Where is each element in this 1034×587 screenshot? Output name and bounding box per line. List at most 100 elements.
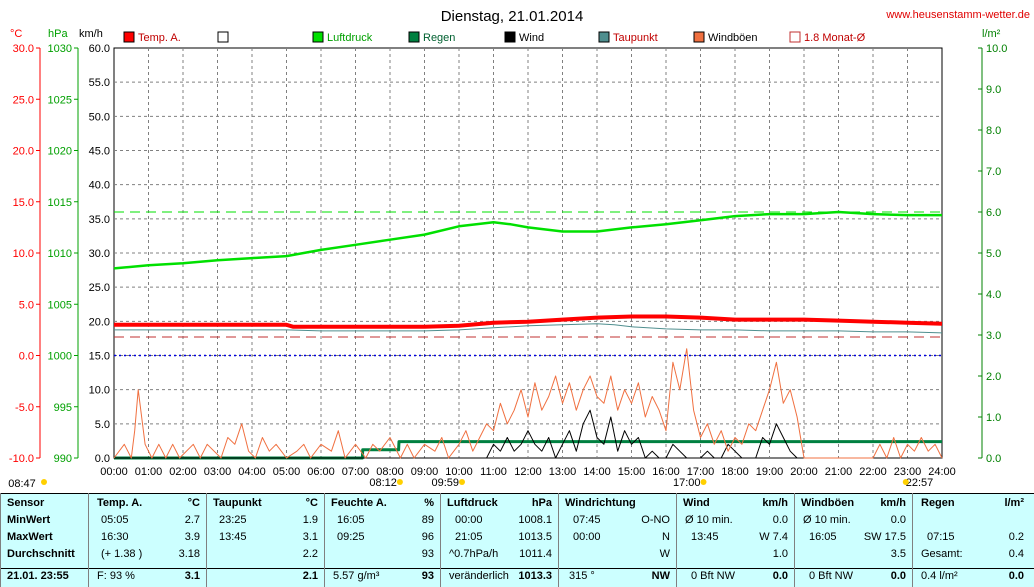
- hum-abs-humidity: 5.57 g/m³: [333, 570, 380, 582]
- tick-pressure: 1025: [48, 94, 72, 106]
- x-tick-label: 18:00: [721, 466, 749, 478]
- dew-current-value: 2.1: [302, 570, 318, 582]
- col-humidity: Feuchte A. % 16:05 89 09:25 96 93 5.57 g…: [324, 493, 440, 587]
- hum-current-value: 93: [421, 570, 434, 582]
- x-tick-label: 15:00: [618, 466, 646, 478]
- wdir-min-time: 07:45: [573, 514, 601, 526]
- x-tick-label: 09:00: [411, 466, 439, 478]
- x-tick-label: 23:00: [894, 466, 922, 478]
- tick-pressure: 1010: [48, 248, 72, 260]
- marker-label: 22:57: [906, 477, 934, 489]
- row-label-avg: Durchschnitt: [7, 548, 75, 560]
- tick-pressure: 1015: [48, 197, 72, 209]
- x-tick-label: 07:00: [342, 466, 370, 478]
- tick-wind: 60.0: [89, 43, 110, 55]
- x-tick-label: 17:00: [687, 466, 715, 478]
- x-tick-label: 00:00: [100, 466, 128, 478]
- hdr-gust-unit: km/h: [880, 497, 906, 509]
- rain-max-value: 0.2: [1008, 531, 1024, 543]
- x-tick-label: 02:00: [169, 466, 197, 478]
- series-luftdruck: [113, 210, 942, 270]
- legend-swatch-1: [217, 31, 229, 43]
- hdr-dewpoint: Taupunkt: [213, 497, 262, 509]
- stats-table: Sensor MinWert MaxWert Durchschnitt 21.0…: [0, 493, 1034, 587]
- tick-pressure: 1020: [48, 146, 72, 158]
- tick-rain: 7.0: [986, 166, 1001, 178]
- rain-total-label: Gesamt:: [921, 548, 963, 560]
- temp-avg-delta: (+ 1.38 ): [101, 548, 143, 560]
- col-sensor: Sensor MinWert MaxWert Durchschnitt 21.0…: [0, 493, 88, 587]
- hdr-rain: Regen: [921, 497, 955, 509]
- table-last-row-divider: [0, 568, 1034, 569]
- tick-temp: 15.0: [13, 197, 34, 209]
- tick-rain: 8.0: [986, 125, 1001, 137]
- tick-temp: 25.0: [13, 94, 34, 106]
- x-tick-label: 20:00: [790, 466, 818, 478]
- col-winddir: Windrichtung 07:45 O-NO 00:00 N W 315 ° …: [558, 493, 676, 587]
- x-tick-label: 08:00: [376, 466, 404, 478]
- tick-temp: -10.0: [9, 453, 34, 465]
- tick-pressure: 995: [54, 402, 72, 414]
- marker-icon: [396, 479, 403, 485]
- temp-min-time: 05:05: [101, 514, 129, 526]
- tick-rain: 4.0: [986, 289, 1001, 301]
- tick-temp: 0.0: [19, 351, 34, 363]
- rain-max-time: 07:15: [927, 531, 955, 543]
- wind-min-value: 0.0: [772, 514, 788, 526]
- hum-min-time: 16:05: [337, 514, 365, 526]
- unit-temp: °C: [10, 28, 22, 40]
- marker-icon: [902, 479, 909, 485]
- tick-pressure: 1030: [48, 43, 72, 55]
- tick-wind: 35.0: [89, 214, 110, 226]
- tick-temp: 10.0: [13, 248, 34, 260]
- tick-rain: 10.0: [986, 43, 1007, 55]
- gust-min-value: 0.0: [890, 514, 906, 526]
- press-current-value: 1013.3: [518, 570, 552, 582]
- legend-swatch-6: [693, 31, 705, 43]
- x-tick-label: 21:00: [825, 466, 853, 478]
- tick-wind: 20.0: [89, 316, 110, 328]
- col-pressure: Luftdruck hPa 00:00 1008.1 21:05 1013.5 …: [440, 493, 558, 587]
- col-dewpoint: Taupunkt °C 23:25 1.9 13:45 3.1 2.2 2.1: [206, 493, 324, 587]
- row-label-min: MinWert: [7, 514, 51, 526]
- tick-wind: 40.0: [89, 180, 110, 192]
- x-tick-label: 16:00: [652, 466, 680, 478]
- marker-icon: [700, 479, 707, 485]
- x-tick-label: 04:00: [238, 466, 266, 478]
- x-tick-label: 12:00: [514, 466, 542, 478]
- hdr-temp-unit: °C: [187, 497, 200, 509]
- wind-max-value: W 7.4: [759, 531, 788, 543]
- unit-rain: l/m²: [982, 28, 1001, 40]
- temp-max-time: 16:30: [101, 531, 129, 543]
- rain-total-value: 0.4: [1008, 548, 1024, 560]
- col-rain: Regen l/m² 07:15 0.2 Gesamt: 0.4 0.4 l/m…: [912, 493, 1034, 587]
- hdr-sensor: Sensor: [7, 497, 45, 509]
- hum-max-time: 09:25: [337, 531, 365, 543]
- wdir-current-value: NW: [651, 570, 670, 582]
- wdir-max-value: N: [662, 531, 670, 543]
- x-tick-label: 13:00: [549, 466, 577, 478]
- hdr-pressure: Luftdruck: [447, 497, 498, 509]
- temp-current-value: 3.1: [184, 570, 200, 582]
- press-max-time: 21:05: [455, 531, 483, 543]
- temp-min-value: 2.7: [184, 514, 200, 526]
- press-min-time: 00:00: [455, 514, 483, 526]
- tick-pressure: 1000: [48, 351, 72, 363]
- wdir-min-value: O-NO: [641, 514, 670, 526]
- wdir-degrees: 315 °: [569, 570, 595, 582]
- gust-max-time: 16:05: [809, 531, 837, 543]
- temp-avg-value: 3.18: [178, 548, 200, 560]
- press-trend: ^0.7hPa/h: [449, 548, 499, 560]
- hdr-gust: Windböen: [801, 497, 855, 509]
- tick-rain: 6.0: [986, 207, 1001, 219]
- weather-chart: Dienstag, 21.01.2014 www.heusenstamm-wett…: [8, 8, 1030, 490]
- x-tick-label: 14:00: [583, 466, 611, 478]
- marker-label: 17:00: [673, 477, 701, 489]
- legend-swatch-5: [598, 31, 610, 43]
- legend-swatch-0: [123, 31, 135, 43]
- col-wind: Wind km/h Ø 10 min. 0.0 13:45 W 7.4 1.0 …: [676, 493, 794, 587]
- tick-rain: 9.0: [986, 84, 1001, 96]
- marker-icon: [41, 479, 47, 485]
- tick-temp: 20.0: [13, 146, 34, 158]
- wind-min-label: Ø 10 min.: [685, 514, 733, 526]
